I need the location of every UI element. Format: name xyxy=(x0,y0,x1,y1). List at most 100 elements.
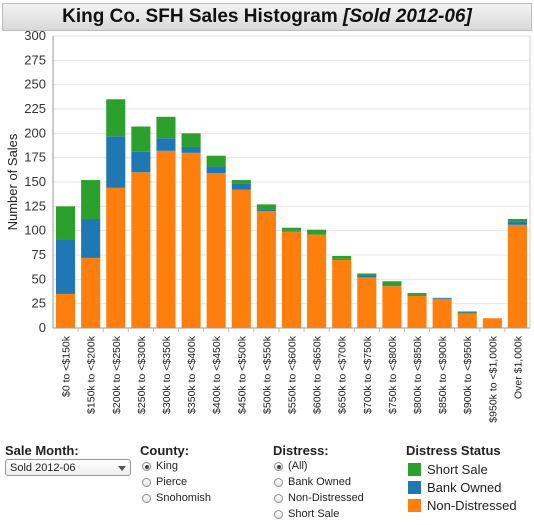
y-tick-label: 275 xyxy=(24,52,46,67)
bar-short-sale xyxy=(357,273,377,276)
bar-non-distressed xyxy=(256,211,276,328)
bar-short-sale xyxy=(507,218,527,222)
y-tick-label: 200 xyxy=(24,125,46,140)
bar-short-sale xyxy=(106,99,126,137)
bar-non-distressed xyxy=(156,150,176,328)
bar-bank-owned xyxy=(106,136,126,188)
bar-bank-owned xyxy=(457,312,477,314)
y-tick-label: 125 xyxy=(24,198,46,213)
bar-short-sale xyxy=(231,180,251,184)
bar-bank-owned xyxy=(357,275,377,278)
bar-short-sale xyxy=(181,133,201,147)
x-tick-label: $350k to <$400k xyxy=(186,335,198,414)
distress-option-all[interactable]: (All) xyxy=(274,458,364,474)
bar-non-distressed xyxy=(131,172,151,328)
option-label: Pierce xyxy=(156,476,188,488)
swatch-bank-owned xyxy=(408,480,421,494)
legend-item-short-sale[interactable]: Short Sale xyxy=(408,460,517,478)
bar-short-sale xyxy=(206,155,226,167)
title-text: King Co. SFH Sales Histogram xyxy=(62,6,338,27)
legend-item-non-distressed[interactable]: Non-Distressed xyxy=(408,496,517,514)
bar-bank-owned xyxy=(332,258,352,260)
bar-short-sale xyxy=(307,229,327,235)
chart-title: King Co. SFH Sales Histogram [Sold 2012-… xyxy=(2,3,532,31)
swatch-short-sale xyxy=(408,462,421,476)
y-tick-label: 75 xyxy=(32,247,46,262)
bar-bank-owned xyxy=(131,151,151,173)
bar-short-sale xyxy=(56,206,76,240)
bar-bank-owned xyxy=(432,297,452,299)
bar-non-distressed xyxy=(432,298,452,328)
x-tick-label: $600k to <$650k xyxy=(312,335,324,414)
radio-icon xyxy=(142,477,151,487)
bar-bank-owned xyxy=(256,209,276,212)
bar-non-distressed xyxy=(382,286,402,328)
bar-non-distressed xyxy=(206,173,226,328)
bar-non-distressed xyxy=(181,152,201,328)
title-subtitle: [Sold 2012-06] xyxy=(343,6,472,27)
x-tick-label: $300k to <$350k xyxy=(161,335,173,414)
sale-month-select[interactable]: Sold 2012-06 xyxy=(5,459,131,476)
county-option-snohomish[interactable]: Snohomish xyxy=(142,490,211,506)
y-tick-label: 0 xyxy=(39,320,46,335)
x-tick-label: $800k to <$850k xyxy=(412,335,424,414)
distress-option-non-distressed[interactable]: Non-Distressed xyxy=(274,490,364,506)
x-tick-label: $200k to <$250k xyxy=(111,335,123,414)
bar-non-distressed xyxy=(106,187,126,328)
bar-bank-owned xyxy=(206,166,226,174)
histogram-chart: 0 25 50 75 100 125 150 175 200 225 250 275 300 $0 to … xyxy=(5,31,531,423)
bar-bank-owned xyxy=(56,239,76,294)
swatch-non-distressed xyxy=(408,498,421,512)
bar-non-distressed xyxy=(507,224,527,328)
legend-title: Distress Status xyxy=(406,443,501,458)
option-label: Non-Distressed xyxy=(288,492,364,504)
radio-icon xyxy=(274,477,283,487)
legend-item-bank-owned[interactable]: Bank Owned xyxy=(408,478,517,496)
county-label: County: xyxy=(140,443,190,458)
bar-bank-owned xyxy=(231,183,251,190)
radio-icon xyxy=(142,461,151,471)
legend-label: Bank Owned xyxy=(427,479,502,495)
distress-option-short-sale[interactable]: Short Sale xyxy=(274,506,364,522)
bar-non-distressed xyxy=(231,189,251,328)
y-tick-label: 225 xyxy=(24,101,46,116)
bar-bank-owned xyxy=(407,294,427,296)
bar-bank-owned xyxy=(281,230,302,232)
y-tick-label: 50 xyxy=(32,271,46,286)
bar-bank-owned xyxy=(181,146,201,153)
y-tick-label: 25 xyxy=(32,296,46,311)
x-tick-label: $500k to <$550k xyxy=(261,335,273,414)
option-label: Short Sale xyxy=(288,508,340,520)
chevron-down-icon xyxy=(118,466,126,471)
bar-non-distressed xyxy=(281,231,302,328)
bar-bank-owned xyxy=(507,221,527,225)
bar-bank-owned xyxy=(156,138,176,151)
option-label: Bank Owned xyxy=(288,476,351,488)
bar-short-sale xyxy=(281,227,302,231)
distress-radio-group: (All) Bank Owned Non-Distressed Short Sa… xyxy=(274,458,364,522)
radio-icon xyxy=(274,461,283,471)
bar-short-sale xyxy=(332,255,352,259)
bar-non-distressed xyxy=(457,313,477,328)
y-tick-label: 300 xyxy=(24,31,46,43)
option-label: King xyxy=(156,460,179,472)
distress-option-bank-owned[interactable]: Bank Owned xyxy=(274,474,364,490)
bar-non-distressed xyxy=(307,234,327,328)
bar-short-sale xyxy=(457,311,477,313)
y-tick-label: 175 xyxy=(24,150,46,165)
x-tick-label: $750k to <$800k xyxy=(387,335,399,414)
county-option-pierce[interactable]: Pierce xyxy=(142,474,211,490)
bar-short-sale xyxy=(81,180,101,219)
x-tick-label: $450k to <$500k xyxy=(236,335,248,414)
x-tick-label: $700k to <$750k xyxy=(362,335,374,414)
legend-label: Non-Distressed xyxy=(427,497,517,513)
county-option-king[interactable]: King xyxy=(142,458,211,474)
x-tick-label: $650k to <$700k xyxy=(337,335,349,414)
radio-icon xyxy=(274,509,283,519)
y-tick-label: 150 xyxy=(24,174,46,189)
y-tick-label: 250 xyxy=(24,77,46,92)
x-tick-label: Over $1,000k xyxy=(512,335,524,399)
radio-icon xyxy=(142,493,151,503)
sale-month-value: Sold 2012-06 xyxy=(10,462,76,474)
radio-icon xyxy=(274,493,283,503)
